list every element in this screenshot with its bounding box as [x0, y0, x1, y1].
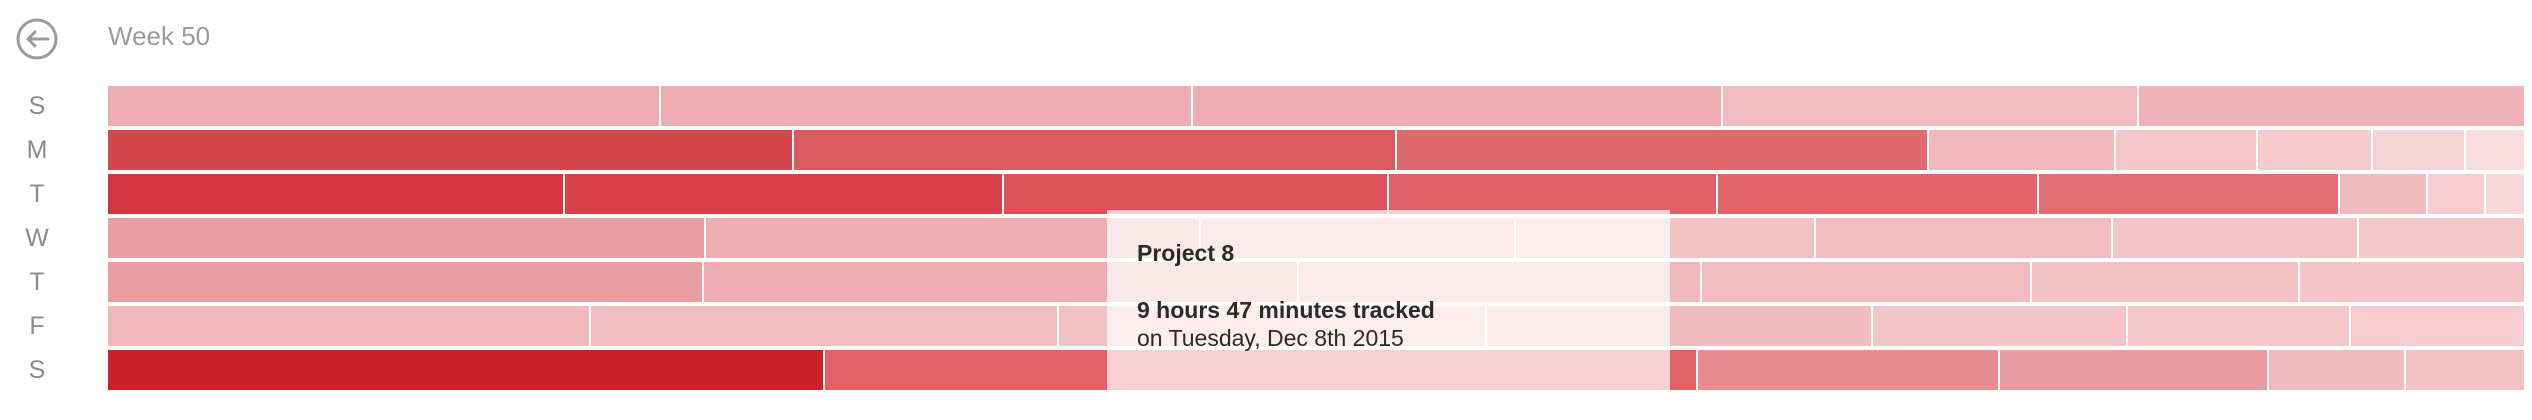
day-label-tuesday: T: [29, 180, 45, 208]
project-tooltip: Project 8 9 hours 47 minutes tracked on …: [1107, 210, 1670, 390]
time-segment[interactable]: [2372, 130, 2467, 170]
time-segment[interactable]: [2406, 350, 2524, 390]
time-segment[interactable]: [1722, 86, 2139, 126]
time-segment[interactable]: [108, 262, 704, 302]
time-segment[interactable]: [2466, 130, 2524, 170]
week-title: Week 50: [108, 21, 211, 51]
day-row-sunday: [108, 86, 2525, 126]
time-segment[interactable]: [2485, 174, 2525, 214]
day-row-friday: [108, 306, 2525, 346]
time-segment[interactable]: [1815, 218, 2113, 258]
time-segment[interactable]: [1388, 174, 1718, 214]
time-segment[interactable]: [2359, 218, 2524, 258]
time-segment[interactable]: [2269, 350, 2407, 390]
day-row-monday: [108, 130, 2524, 170]
time-segment[interactable]: [1004, 174, 1389, 214]
time-segment[interactable]: [2000, 350, 2270, 390]
time-segment[interactable]: [2032, 262, 2300, 302]
day-label-monday: M: [26, 136, 48, 164]
time-segment[interactable]: [1717, 174, 2040, 214]
time-segment[interactable]: [2116, 130, 2258, 170]
time-segment[interactable]: [2428, 174, 2486, 214]
day-row-tuesday: [108, 174, 2525, 214]
time-segment[interactable]: [2138, 86, 2525, 126]
back-button[interactable]: [14, 16, 60, 62]
day-label-thursday: T: [29, 268, 45, 296]
time-segment[interactable]: [1397, 130, 1929, 170]
tooltip-project-name: Project 8: [1137, 240, 1235, 266]
time-segment[interactable]: [2112, 218, 2360, 258]
time-segment[interactable]: [108, 306, 591, 346]
day-row-thursday: [108, 262, 2524, 302]
time-segment[interactable]: [661, 86, 1194, 126]
tooltip-date: on Tuesday, Dec 8th 2015: [1137, 325, 1404, 351]
day-label-wednesday: W: [25, 224, 49, 252]
day-label-saturday: S: [28, 356, 46, 384]
time-segment[interactable]: [2039, 174, 2340, 214]
time-segment[interactable]: [793, 130, 1398, 170]
time-segment[interactable]: [2299, 262, 2524, 302]
time-segment[interactable]: [1928, 130, 2117, 170]
time-segment[interactable]: [590, 306, 1060, 346]
tooltip-hours-tracked: 9 hours 47 minutes tracked: [1137, 297, 1435, 323]
time-segment[interactable]: [564, 174, 1005, 214]
back-arrow-circle-icon[interactable]: [14, 16, 60, 62]
time-segment[interactable]: [2339, 174, 2429, 214]
time-segment[interactable]: [108, 130, 794, 170]
time-segment[interactable]: [2127, 306, 2351, 346]
time-segment[interactable]: [108, 174, 565, 214]
time-segment[interactable]: [1697, 350, 2001, 390]
time-segment[interactable]: [2257, 130, 2373, 170]
time-segment[interactable]: [2350, 306, 2525, 346]
time-segment[interactable]: [108, 218, 706, 258]
time-segment[interactable]: [1193, 86, 1723, 126]
time-segment[interactable]: [1701, 262, 2033, 302]
day-label-friday: F: [29, 312, 45, 340]
day-label-sunday: S: [28, 92, 46, 120]
time-segment[interactable]: [108, 350, 825, 390]
time-segment[interactable]: [108, 86, 662, 126]
time-segment[interactable]: [1873, 306, 2128, 346]
